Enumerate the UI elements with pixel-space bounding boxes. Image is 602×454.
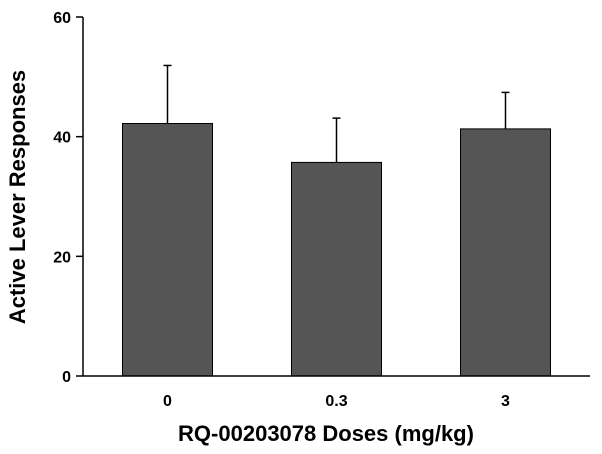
y-axis-title: Active Lever Responses (5, 70, 30, 324)
x-axis-title: RQ-00203078 Doses (mg/kg) (178, 421, 474, 446)
bar (122, 123, 213, 377)
y-tick-label: 40 (53, 130, 71, 147)
error-bars-group (163, 64, 510, 163)
bar (460, 128, 551, 377)
y-tick-label: 0 (62, 369, 71, 386)
y-tick-label: 20 (53, 249, 71, 266)
y-ticks-group: 0 20 40 60 (53, 10, 83, 386)
y-tick-label: 60 (53, 10, 71, 27)
x-tick-label: 0.3 (325, 393, 347, 410)
x-tick-label: 3 (501, 393, 510, 410)
x-ticks-group: 0 0.3 3 (163, 393, 510, 410)
x-tick-label: 0 (163, 393, 172, 410)
bar (291, 161, 382, 377)
